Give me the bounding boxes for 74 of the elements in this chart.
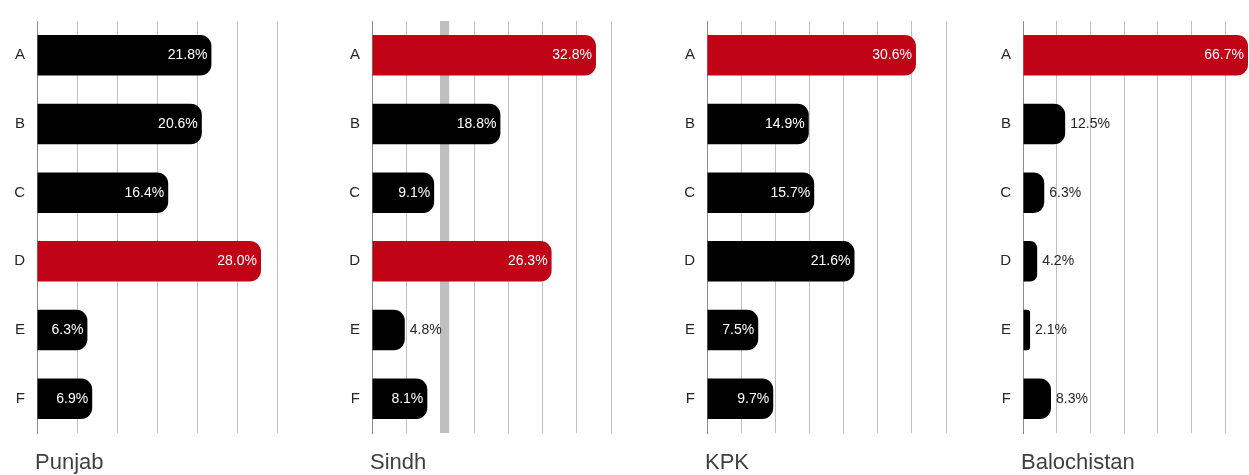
- bar: [37, 378, 93, 419]
- data-label: 9.1%: [398, 183, 431, 200]
- y-tick-label: A: [349, 45, 360, 63]
- text: Sindh: [370, 449, 427, 475]
- bar: [1023, 35, 1248, 76]
- data-label: 18.8%: [456, 114, 497, 131]
- y-tick-label: C: [684, 182, 696, 200]
- bar: [1023, 172, 1045, 213]
- data-label: 6.3%: [51, 320, 84, 337]
- y-tick-label: F: [15, 388, 25, 406]
- data-label: 15.7%: [770, 183, 811, 200]
- y-tick-label: D: [349, 251, 361, 269]
- y-tick-label: B: [349, 114, 360, 132]
- data-label: 32.8%: [552, 46, 592, 63]
- bar: [372, 309, 405, 351]
- y-tick-label: D: [14, 251, 26, 269]
- data-label: 21.6%: [810, 252, 851, 269]
- bar: [707, 241, 855, 282]
- data-label: 20.6%: [158, 114, 198, 131]
- data-label: 26.3%: [507, 252, 548, 269]
- y-tick-label: C: [14, 182, 26, 200]
- bar: [707, 172, 815, 213]
- data-label: 14.9%: [765, 114, 805, 131]
- y-tick-label: E: [349, 320, 360, 338]
- bar: [1023, 241, 1038, 282]
- data-label: 4.8%: [409, 320, 442, 337]
- text: KPK: [705, 449, 750, 475]
- data-label: 16.4%: [124, 183, 165, 200]
- y-tick-label: A: [14, 45, 25, 63]
- bar: [372, 172, 435, 213]
- data-label: 2.1%: [1035, 320, 1068, 337]
- data-label: 6.9%: [56, 389, 89, 406]
- bar: [372, 378, 428, 419]
- y-tick-label: C: [1000, 182, 1012, 200]
- data-label: 8.1%: [391, 389, 424, 406]
- bar: [707, 103, 809, 145]
- bar: [37, 172, 169, 213]
- text: Balochistan: [1021, 449, 1135, 475]
- bar: [707, 378, 774, 419]
- text: Punjab: [35, 449, 104, 475]
- bar: [37, 103, 202, 145]
- data-label: 6.3%: [1049, 183, 1082, 200]
- data-label: 28.0%: [217, 252, 257, 269]
- bar: [372, 35, 596, 76]
- bar: [1023, 309, 1031, 351]
- bar: [707, 35, 916, 76]
- data-label: 8.3%: [1056, 389, 1088, 406]
- y-tick-label: C: [349, 182, 361, 200]
- bar: [37, 35, 212, 76]
- data-label: 30.6%: [872, 46, 912, 63]
- bar: [1023, 103, 1066, 145]
- y-tick-label: F: [685, 388, 695, 406]
- y-tick-label: B: [14, 114, 25, 132]
- y-tick-label: E: [1000, 320, 1011, 338]
- bar: [372, 103, 501, 145]
- data-label: 12.5%: [1070, 114, 1110, 131]
- data-label: 21.8%: [167, 46, 208, 63]
- y-tick-label: F: [350, 388, 360, 406]
- y-tick-label: B: [684, 114, 695, 132]
- y-tick-label: A: [684, 45, 695, 63]
- y-tick-label: D: [684, 251, 696, 269]
- y-tick-label: E: [684, 320, 695, 338]
- y-tick-label: B: [1000, 114, 1011, 132]
- y-tick-label: D: [1000, 251, 1012, 269]
- y-tick-label: E: [14, 320, 25, 338]
- data-label: 7.5%: [722, 320, 755, 337]
- bar: [1023, 378, 1051, 419]
- data-label: 66.7%: [1204, 46, 1244, 63]
- bar: [37, 241, 261, 282]
- y-tick-label: A: [1000, 45, 1011, 63]
- y-tick-label: F: [1001, 388, 1011, 406]
- data-label: 9.7%: [737, 389, 770, 406]
- data-label: 4.2%: [1042, 252, 1075, 269]
- bar: [372, 241, 552, 282]
